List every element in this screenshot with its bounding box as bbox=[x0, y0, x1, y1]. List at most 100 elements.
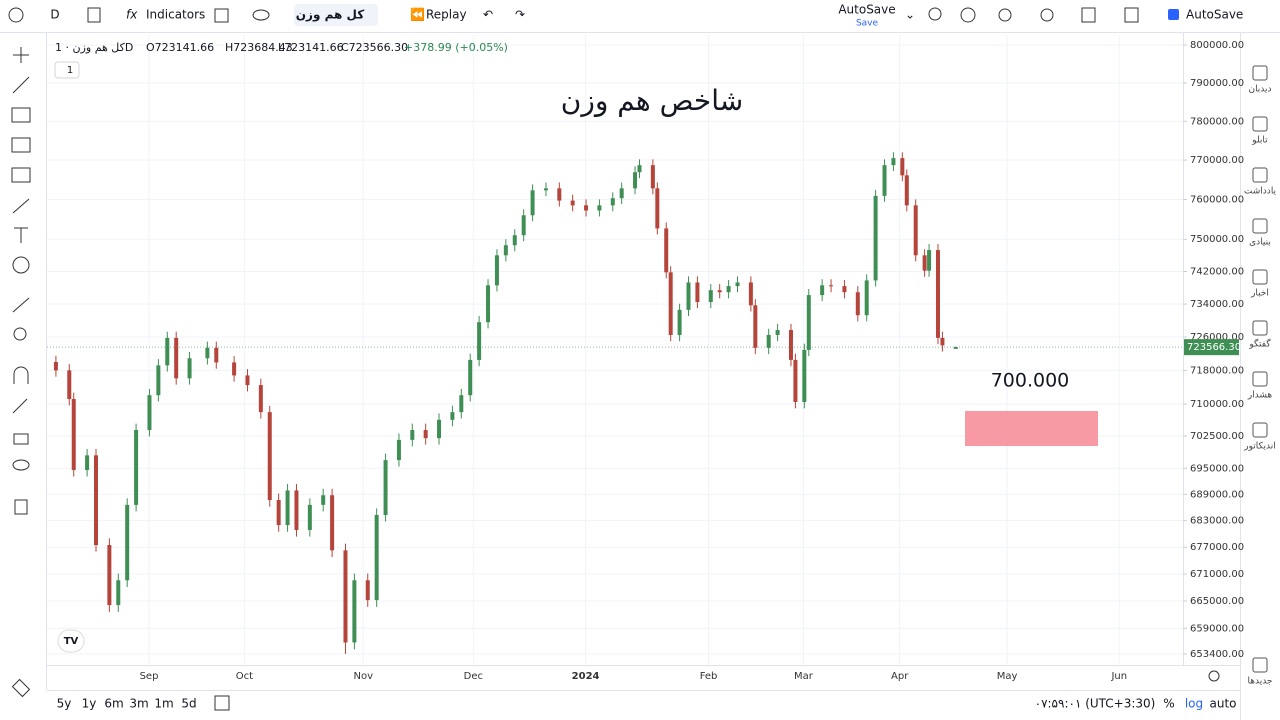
candle-body bbox=[543, 188, 548, 191]
interval-button[interactable]: D bbox=[50, 8, 59, 22]
zoom-tool[interactable] bbox=[13, 327, 27, 341]
sidebar-label[interactable]: اندیکاتور bbox=[1243, 442, 1275, 452]
magnet-tool[interactable] bbox=[13, 366, 29, 384]
save-label[interactable]: Save bbox=[856, 19, 879, 29]
undo-icon[interactable]: ↶ bbox=[483, 8, 493, 22]
log-button[interactable]: log bbox=[1185, 697, 1203, 711]
axis-settings-icon[interactable] bbox=[1208, 670, 1220, 682]
snapshot-icon[interactable] bbox=[1081, 7, 1096, 23]
autosave-label[interactable]: AutoSave bbox=[838, 3, 895, 17]
candle-body bbox=[459, 395, 464, 413]
sidebar-label[interactable]: گفتگو bbox=[1248, 338, 1271, 350]
candle-body bbox=[677, 309, 682, 335]
pattern-tool[interactable] bbox=[11, 137, 31, 153]
sidebar-label[interactable]: اخبار bbox=[1250, 289, 1269, 299]
candle-body bbox=[655, 188, 660, 229]
y-tick-label: 683000.00 bbox=[1190, 516, 1244, 527]
sidebar-label[interactable]: تابلو bbox=[1251, 136, 1268, 146]
symbol-box[interactable] bbox=[294, 4, 378, 26]
sidebar-icon[interactable] bbox=[1252, 657, 1268, 673]
chart-type-icon[interactable] bbox=[87, 7, 101, 23]
sidebar-icon[interactable] bbox=[1252, 371, 1268, 387]
sidebar-icon[interactable] bbox=[1252, 116, 1268, 132]
candle-body bbox=[165, 337, 170, 366]
search-icon[interactable] bbox=[928, 7, 942, 21]
replay-button[interactable]: Replay bbox=[426, 8, 467, 22]
lock-drawing-tool[interactable] bbox=[12, 398, 28, 414]
fullscreen-icon[interactable] bbox=[1124, 7, 1139, 23]
range-button[interactable]: 1y bbox=[82, 697, 97, 711]
candle-body bbox=[71, 398, 76, 471]
save-menu-arrow[interactable]: ⌄ bbox=[905, 8, 915, 22]
candle-body bbox=[900, 158, 905, 176]
hide-tool[interactable] bbox=[12, 459, 30, 471]
fib-tool[interactable] bbox=[11, 107, 31, 123]
candle-body bbox=[726, 286, 731, 293]
tv-logo[interactable] bbox=[57, 629, 85, 653]
x-tick-label: Oct bbox=[236, 671, 253, 682]
autosave-toggle-label[interactable]: AutoSave bbox=[1186, 8, 1243, 22]
ruler-tool[interactable] bbox=[12, 297, 30, 313]
sidebar-icon[interactable] bbox=[1252, 65, 1268, 81]
share-icon[interactable] bbox=[1040, 8, 1054, 22]
legend-badge[interactable]: 1 bbox=[67, 65, 73, 76]
candle-body bbox=[232, 362, 237, 376]
y-tick-label: 689000.00 bbox=[1190, 489, 1244, 500]
sidebar-label[interactable]: جدیدها bbox=[1247, 677, 1272, 687]
y-tick-label: 726000.00 bbox=[1190, 332, 1244, 343]
percent-button[interactable]: % bbox=[1163, 697, 1174, 711]
settings-icon[interactable] bbox=[960, 7, 976, 23]
range-button[interactable]: 5y bbox=[57, 697, 72, 711]
plot-area: 800000.00 790000.00 780000.00 770000.00 7600… bbox=[47, 35, 1244, 682]
candle-body bbox=[664, 228, 669, 273]
y-tick-label: 790000.00 bbox=[1190, 78, 1244, 89]
icon-tool[interactable] bbox=[12, 256, 30, 274]
trendline-tool[interactable] bbox=[12, 76, 30, 94]
delete-tool[interactable] bbox=[14, 499, 28, 515]
legend-badge-box[interactable] bbox=[54, 61, 80, 79]
sidebar-label[interactable]: بنیادی bbox=[1249, 238, 1271, 248]
candle-body bbox=[802, 349, 807, 402]
drawing-tools[interactable] bbox=[11, 47, 31, 698]
prediction-tool[interactable] bbox=[11, 167, 31, 183]
x-tick-label: Apr bbox=[891, 671, 909, 682]
add-symbol-icon[interactable] bbox=[8, 7, 24, 23]
range-button[interactable]: 1m bbox=[154, 697, 173, 711]
candle-body bbox=[187, 358, 192, 379]
candle-body bbox=[829, 285, 834, 287]
y-tick-label: 659000.00 bbox=[1190, 623, 1244, 634]
indicators-button[interactable]: Indicators bbox=[146, 8, 205, 22]
sidebar-label[interactable]: دیدبان bbox=[1248, 85, 1271, 95]
sidebar-label[interactable]: یادداشت bbox=[1244, 187, 1277, 197]
y-tick-label: 770000.00 bbox=[1190, 155, 1244, 166]
sidebar-icon[interactable] bbox=[1252, 269, 1268, 285]
auto-button[interactable]: auto bbox=[1209, 697, 1236, 711]
sidebar-icon[interactable] bbox=[1252, 422, 1268, 438]
top-bar bbox=[0, 0, 1280, 32]
theme-icon[interactable] bbox=[998, 8, 1012, 22]
visibility-icon[interactable] bbox=[252, 9, 270, 21]
sidebar-icon[interactable] bbox=[1252, 218, 1268, 234]
candle-body bbox=[53, 362, 58, 371]
brush-tool[interactable] bbox=[12, 198, 30, 214]
candle-body bbox=[423, 430, 428, 439]
range-button[interactable]: 6m bbox=[104, 697, 123, 711]
x-tick-label: Nov bbox=[354, 671, 374, 682]
sidebar-icon[interactable] bbox=[1252, 167, 1268, 183]
redo-icon[interactable]: ↷ bbox=[515, 8, 525, 22]
templates-icon[interactable] bbox=[214, 8, 229, 23]
sidebar-label[interactable]: هشدار bbox=[1247, 391, 1273, 401]
autosave-checkbox[interactable] bbox=[1168, 9, 1179, 20]
candle-body bbox=[94, 455, 99, 545]
y-tick-label: 742000.00 bbox=[1190, 266, 1244, 277]
symbol-button[interactable]: کل هم وزن bbox=[296, 8, 364, 23]
date-range-icon[interactable] bbox=[214, 695, 230, 711]
sidebar-icon[interactable] bbox=[1252, 320, 1268, 336]
layers-tool[interactable] bbox=[11, 678, 31, 698]
lock-tool[interactable] bbox=[13, 433, 29, 445]
range-button[interactable]: 5d bbox=[181, 697, 196, 711]
y-tick-label: 780000.00 bbox=[1190, 116, 1244, 127]
range-button[interactable]: 3m bbox=[129, 697, 148, 711]
candle-body bbox=[85, 455, 90, 471]
y-tick-label: 760000.00 bbox=[1190, 194, 1244, 205]
